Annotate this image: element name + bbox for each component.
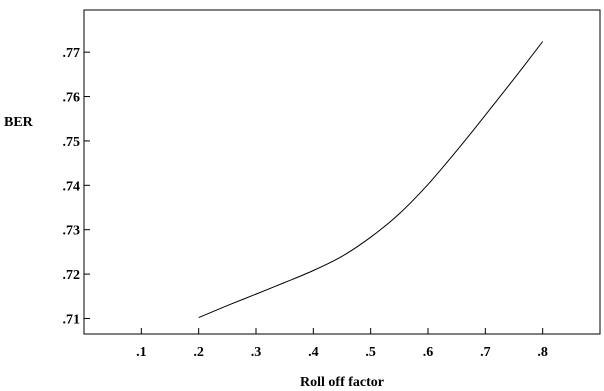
y-tick-label: .77	[63, 46, 81, 61]
x-tick-label: .5	[365, 345, 376, 360]
y-tick-label: .73	[63, 224, 81, 239]
x-tick-label: .7	[480, 345, 491, 360]
x-tick-label: .2	[193, 345, 204, 360]
x-tick-label: .3	[251, 345, 262, 360]
y-tick-label: .72	[63, 268, 81, 283]
x-tick-label: .1	[136, 345, 147, 360]
x-axis-title: Roll off factor	[300, 375, 384, 390]
x-tick-label: .4	[308, 345, 319, 360]
x-tick-label: .6	[423, 345, 434, 360]
series-line	[198, 41, 544, 319]
y-tick-label: .74	[63, 179, 81, 194]
y-tick-label: .75	[63, 135, 81, 150]
y-axis-title: BER	[4, 115, 34, 130]
plot-frame	[83, 9, 601, 335]
y-tick-label: .76	[63, 91, 81, 106]
y-axis-ticks: .71 .72 .73 .74 .75 .76 .77	[63, 46, 90, 327]
x-axis-ticks: .1 .2 .3 .4 .5 .6 .7 .8	[136, 328, 548, 360]
x-tick-label: .8	[537, 345, 548, 360]
y-tick-label: .71	[63, 312, 81, 327]
